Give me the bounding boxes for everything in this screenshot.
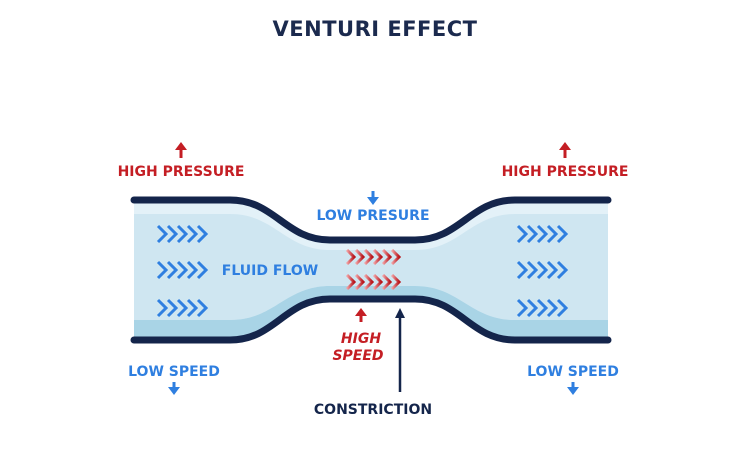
high-pressure-right-label: HIGH PRESSURE	[502, 164, 629, 180]
chevron-right-icon	[156, 298, 209, 318]
arrow-up-icon	[355, 308, 367, 322]
flow-arrows-right	[516, 224, 569, 318]
chevron-right-icon	[345, 248, 402, 266]
constriction-pointer-icon	[395, 308, 405, 392]
constriction-label: CONSTRICTION	[314, 402, 432, 418]
arrow-up-icon	[559, 142, 571, 158]
fluid-flow-label: FLUID FLOW	[222, 263, 318, 279]
arrow-down-icon	[567, 382, 579, 395]
flow-arrows-left	[156, 224, 209, 318]
arrow-down-icon	[168, 382, 180, 395]
high-pressure-left-label: HIGH PRESSURE	[118, 164, 245, 180]
chevron-right-icon	[156, 260, 209, 280]
low-speed-left-label: LOW SPEED	[128, 364, 220, 380]
pipe-bottom-wall	[130, 295, 612, 344]
low-pressure-label: LOW PRESURE	[316, 208, 429, 224]
arrow-up-icon	[175, 142, 187, 158]
chevron-right-icon	[516, 260, 569, 280]
chevron-right-icon	[345, 273, 402, 291]
high-speed-label-line2: SPEED	[332, 348, 383, 364]
flow-arrows-center-high-speed	[345, 248, 402, 291]
chevron-right-icon	[156, 224, 209, 244]
high-speed-label-line1: HIGH	[341, 331, 381, 347]
arrow-down-icon	[367, 191, 379, 205]
chevron-right-icon	[516, 298, 569, 318]
chevron-right-icon	[516, 224, 569, 244]
pipe-top-wall	[130, 196, 612, 244]
low-speed-right-label: LOW SPEED	[527, 364, 619, 380]
diagram-title: VENTURI EFFECT	[273, 17, 478, 41]
